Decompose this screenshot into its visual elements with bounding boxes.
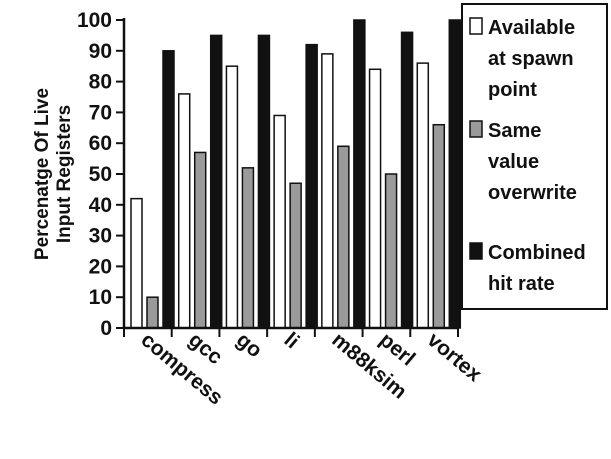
bar-go-series-2 <box>241 167 255 329</box>
bar-compress-series-1 <box>130 197 143 329</box>
bar-go-series-1 <box>225 65 239 329</box>
legend-label-line: at spawn <box>488 48 574 70</box>
y-tick-label: 30 <box>89 225 112 248</box>
legend-swatch-1 <box>469 17 483 35</box>
y-tick-label: 90 <box>89 40 112 63</box>
legend-label-line: overwrite <box>488 182 577 204</box>
y-tick-label: 50 <box>89 163 112 186</box>
legend-box <box>461 3 608 310</box>
y-axis-title: Percenatge Of LiveInput Registers <box>32 88 75 260</box>
bars <box>130 19 462 329</box>
bar-m88ksim-series-2 <box>337 145 350 329</box>
y-axis-label-line: Input Registers <box>54 105 75 243</box>
y-tick-label: 40 <box>89 194 112 217</box>
legend-swatch-2 <box>469 120 483 138</box>
bar-perl-series-3 <box>400 31 414 329</box>
bar-vortex-series-2 <box>432 123 446 329</box>
legend-label-line: Same <box>488 120 541 142</box>
y-tick-label: 80 <box>89 71 112 94</box>
bar-m88ksim-series-3 <box>353 19 366 329</box>
bar-vortex-series-1 <box>416 62 430 329</box>
x-tick-label-go: go <box>232 328 266 362</box>
y-tick-label: 60 <box>89 132 112 155</box>
bar-li-series-1 <box>273 114 286 329</box>
y-axis-ticks: 0 10 20 30 40 50 60 70 80 90 100 <box>77 9 124 340</box>
y-axis-label-line: Percenatge Of Live <box>32 88 53 260</box>
bar-li-series-3 <box>305 43 318 329</box>
legend-label-line: point <box>488 79 537 101</box>
legend-label-line: Combined <box>488 242 586 264</box>
legend-swatch-3 <box>469 242 483 260</box>
bar-gcc-series-1 <box>177 93 191 329</box>
bar-perl-series-1 <box>368 68 382 329</box>
x-tick-label-li: li <box>280 328 304 353</box>
legend-label-line: hit rate <box>488 273 555 295</box>
legend-label-line: Available <box>488 17 575 39</box>
bar-gcc-series-2 <box>193 151 207 329</box>
bar-go-series-3 <box>257 34 271 329</box>
bar-li-series-2 <box>289 182 302 329</box>
y-tick-label: 100 <box>77 9 112 32</box>
bar-m88ksim-series-1 <box>321 53 334 329</box>
bar-compress-series-3 <box>162 50 175 329</box>
legend-label-line: value <box>488 151 539 173</box>
y-axis-label: Percenatge Of LiveInput Registers <box>32 88 75 260</box>
x-tick-label-vortex: vortex <box>423 328 486 386</box>
bar-vortex-series-3 <box>448 19 462 329</box>
bar-compress-series-2 <box>146 296 159 329</box>
legend-label-2: Same value overwrite <box>488 120 577 204</box>
legend: Available at spawn point Same value overwrite… <box>461 3 608 310</box>
y-tick-label: 20 <box>89 255 112 278</box>
bar-gcc-series-3 <box>209 34 223 329</box>
y-tick-label: 0 <box>100 317 112 340</box>
y-tick-label: 10 <box>89 286 112 309</box>
bar-perl-series-2 <box>384 173 398 329</box>
legend-label-3: Combined hit rate <box>488 242 586 295</box>
legend-label-1: Available at spawn point <box>488 17 575 101</box>
axes <box>122 18 459 337</box>
y-tick-label: 70 <box>89 101 112 124</box>
